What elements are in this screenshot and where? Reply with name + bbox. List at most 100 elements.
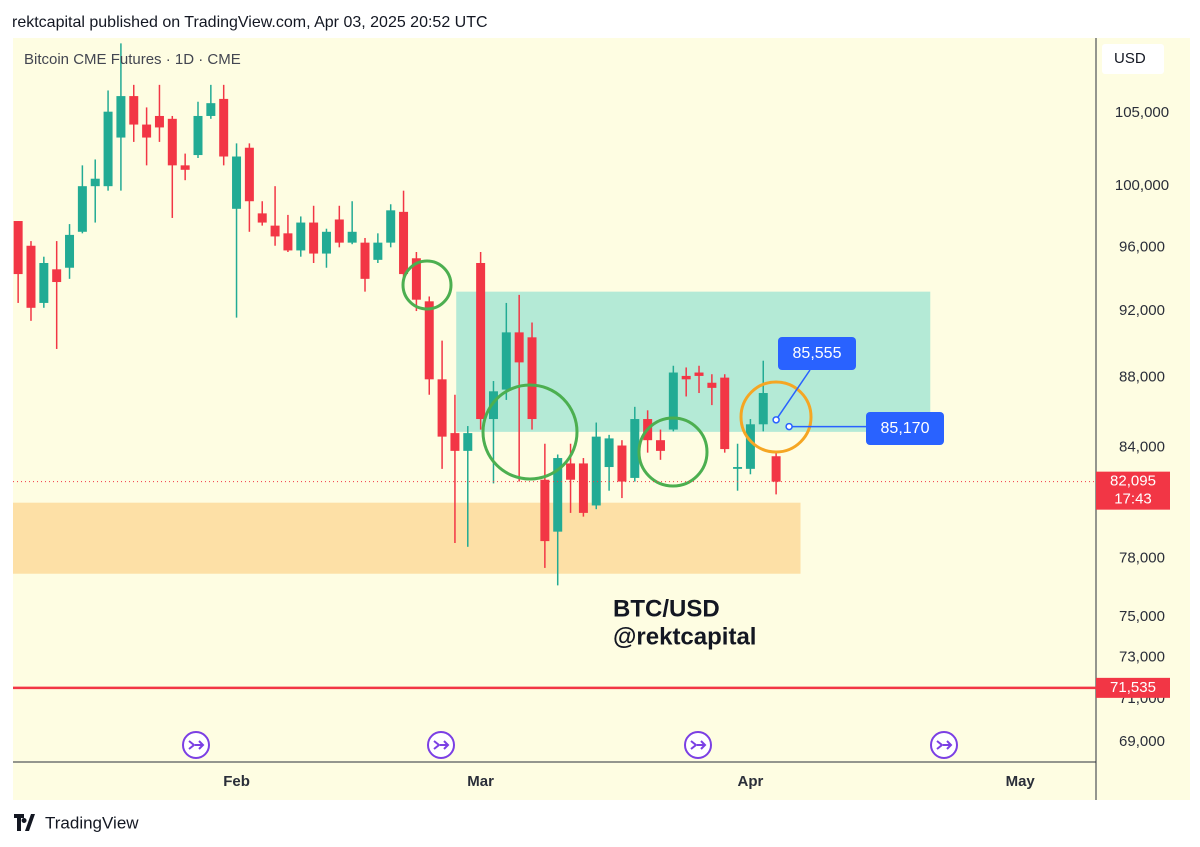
candle-body <box>566 463 576 480</box>
event-icon[interactable] <box>427 731 455 759</box>
y-tick-label: 75,000 <box>1119 608 1165 625</box>
candle-body <box>142 124 152 138</box>
candle-body <box>720 377 730 450</box>
candle-body <box>437 379 447 437</box>
last-price-box <box>1096 471 1170 510</box>
axes: 69,00071,00073,00075,00078,00084,00088,0… <box>223 104 1169 790</box>
candle-body <box>373 242 383 260</box>
level-label: 71,535 <box>1110 679 1156 696</box>
candle-body <box>219 98 229 157</box>
candle-body <box>116 96 126 138</box>
x-tick-label: Apr <box>737 773 763 790</box>
plot <box>13 43 781 586</box>
callout-label: 85,555 <box>793 345 842 362</box>
candle-body <box>758 393 768 425</box>
candle-body <box>309 222 319 254</box>
logo <box>14 814 35 831</box>
y-tick-label: 73,000 <box>1119 648 1165 665</box>
candle-body <box>501 332 511 390</box>
candle-body <box>488 391 498 420</box>
x-tick-label: Feb <box>223 773 250 790</box>
candle-body <box>52 269 62 283</box>
candle-body <box>90 178 100 187</box>
y-tick-label: 96,000 <box>1119 238 1165 255</box>
y-tick-label: 92,000 <box>1119 302 1165 319</box>
callout-point <box>772 416 780 424</box>
candle-body <box>527 337 537 420</box>
candle-body <box>655 440 665 451</box>
brand: TradingView <box>45 813 139 832</box>
y-tick-label: 100,000 <box>1115 177 1169 194</box>
publisher-line: rektcapital published on TradingView.com… <box>12 14 488 31</box>
candle-body <box>154 115 164 128</box>
candle-body <box>668 372 678 430</box>
candle-body <box>13 221 23 275</box>
candle-body <box>180 165 190 170</box>
candle-body <box>65 234 75 268</box>
candle-body <box>77 186 87 232</box>
callout-line <box>775 369 811 421</box>
candle-body <box>463 433 473 451</box>
candle-body <box>167 118 177 166</box>
candle-body <box>206 103 216 116</box>
countdown: 17:43 <box>1114 491 1152 508</box>
candle-body <box>39 262 49 303</box>
last-price-label: 82,095 <box>1110 473 1156 490</box>
candle-body <box>347 231 357 243</box>
y-tick-label: 105,000 <box>1115 104 1169 121</box>
level-box <box>1096 677 1170 698</box>
candle-body <box>707 382 717 388</box>
watermark: BTC/USD <box>613 595 720 622</box>
x-tick-label: May <box>1006 773 1036 790</box>
annotation-circle <box>481 383 579 481</box>
callout-box <box>866 412 944 445</box>
currency: USD <box>1114 50 1146 67</box>
candle-body <box>745 424 755 469</box>
candle-body <box>386 210 396 243</box>
y-tick-label: 78,000 <box>1119 549 1165 566</box>
candle-body <box>476 262 486 420</box>
candle-body <box>617 445 627 482</box>
candle-body <box>244 147 254 202</box>
event-icon[interactable] <box>684 731 712 759</box>
currency-box[interactable] <box>1102 44 1164 74</box>
candle-body <box>540 479 550 542</box>
zone <box>13 502 801 574</box>
candle-body <box>193 115 203 156</box>
x-tick-label: Mar <box>467 773 494 790</box>
event-icon[interactable] <box>182 731 210 759</box>
annotation-circle <box>401 259 453 311</box>
y-tick-label: 69,000 <box>1119 733 1165 750</box>
zone <box>456 291 931 432</box>
annotation-circle <box>739 380 813 454</box>
candle-body <box>553 458 563 532</box>
candle-body <box>411 258 421 300</box>
y-tick-label: 84,000 <box>1119 438 1165 455</box>
candle-body <box>450 433 460 451</box>
callout-box <box>778 337 856 370</box>
candle-body <box>694 372 704 376</box>
candle-body <box>103 111 113 187</box>
candle-body <box>630 419 640 478</box>
candle-body <box>399 211 409 275</box>
annotation-circle <box>637 416 709 488</box>
candle-body <box>604 438 614 468</box>
candle-body <box>26 245 36 308</box>
candle-body <box>681 375 691 380</box>
chart-title: Bitcoin CME Futures · 1D · CME <box>24 51 241 68</box>
candle-body <box>360 242 370 279</box>
callout-label: 85,170 <box>881 420 930 437</box>
candle-body <box>424 301 434 380</box>
callout-point <box>785 422 793 431</box>
candle-body <box>334 219 344 243</box>
event-icon[interactable] <box>930 731 958 759</box>
candle-body <box>129 96 139 125</box>
candle-body <box>257 213 267 223</box>
candle-body <box>283 233 293 251</box>
candle-body <box>733 467 743 469</box>
candle-body <box>771 456 781 482</box>
y-tick-label: 88,000 <box>1119 369 1165 386</box>
candle-body <box>578 463 588 513</box>
